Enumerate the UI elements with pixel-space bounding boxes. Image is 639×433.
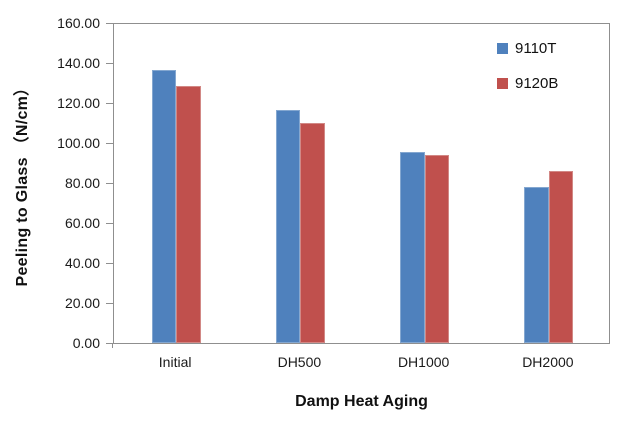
- bar-9110T-DH500: [275, 110, 301, 343]
- x-category-label: DH500: [277, 354, 322, 370]
- bar-9110T-DH1000: [400, 152, 425, 343]
- y-axis-tick: [106, 63, 113, 64]
- y-axis-tick: [106, 103, 113, 104]
- legend-label: 9110T: [515, 40, 557, 57]
- x-axis-title: Damp Heat Aging: [295, 393, 428, 410]
- y-axis-tick: [106, 183, 113, 184]
- bar-9120B-Initial: [176, 86, 201, 343]
- x-category-label: DH2000: [522, 354, 574, 370]
- y-axis-tick: [106, 303, 113, 304]
- bar-9110T-Initial: [151, 70, 177, 343]
- legend: 9110T 9120B: [497, 40, 558, 110]
- y-axis-tick: [106, 223, 113, 224]
- bar-9120B-DH1000: [424, 155, 450, 343]
- y-tick-label: 0.00: [72, 335, 100, 351]
- axis-origin-tick: [112, 344, 113, 348]
- x-category-label: Initial: [158, 354, 192, 370]
- plot-area: [113, 23, 610, 344]
- y-axis-tick: [106, 263, 113, 264]
- y-tick-label: 40.00: [64, 255, 100, 271]
- legend-swatch-icon: [497, 43, 508, 54]
- y-axis-tick: [106, 23, 113, 24]
- y-tick-label: 140.00: [57, 55, 100, 71]
- bar-9120B-DH2000: [548, 171, 574, 343]
- y-axis-tick: [106, 343, 113, 344]
- bar-9110T-DH2000: [524, 187, 549, 343]
- y-tick-label: 120.00: [57, 95, 100, 111]
- y-tick-label: 80.00: [64, 175, 100, 191]
- legend-label: 9120B: [515, 75, 559, 92]
- legend-item-9120B: 9120B: [497, 75, 558, 92]
- x-category-label: DH1000: [397, 354, 450, 370]
- legend-item-9110T: 9110T: [497, 40, 558, 57]
- legend-swatch-icon: [497, 78, 508, 89]
- y-tick-label: 160.00: [57, 15, 100, 31]
- bar-9120B-DH500: [300, 123, 325, 343]
- y-tick-label: 20.00: [64, 295, 100, 311]
- y-axis-tick: [106, 143, 113, 144]
- y-tick-label: 60.00: [64, 215, 100, 231]
- y-tick-label: 100.00: [57, 135, 100, 151]
